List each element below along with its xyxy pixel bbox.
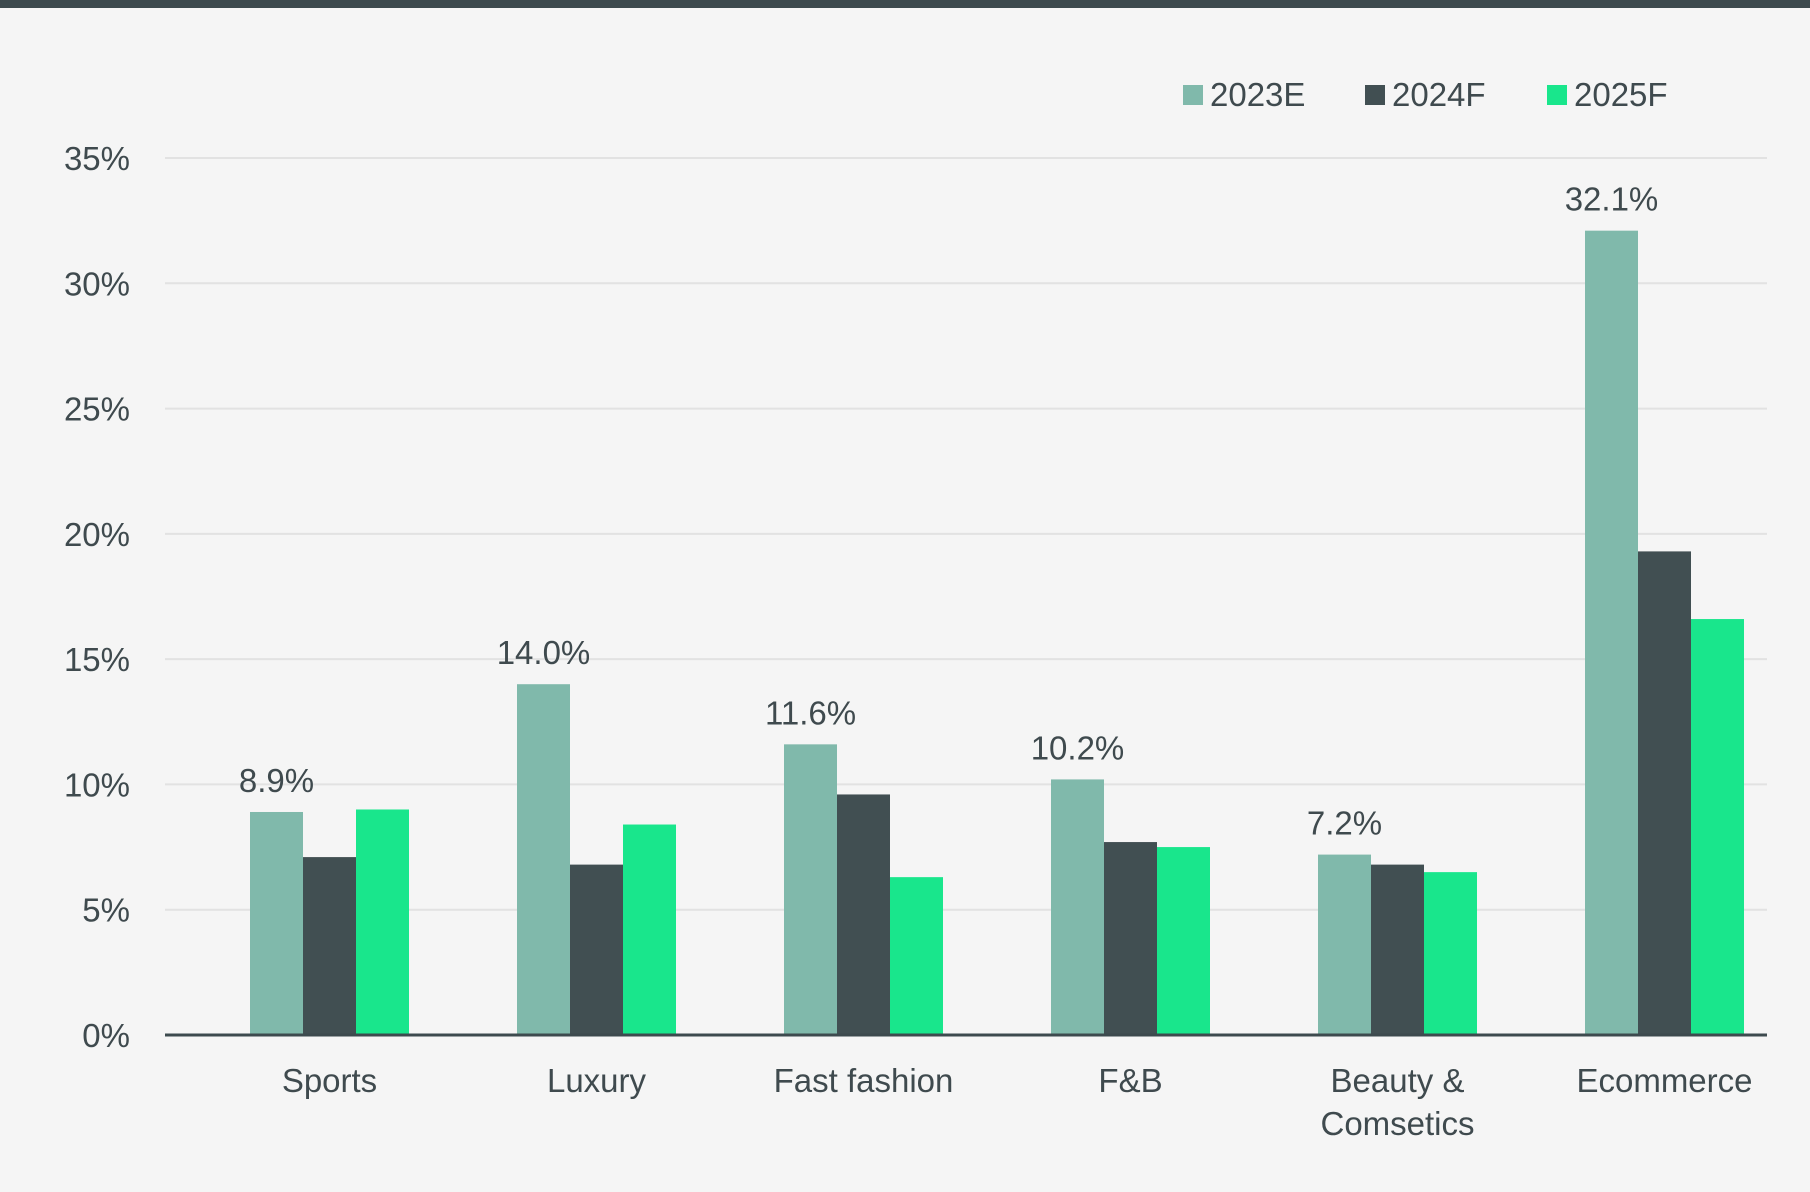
bar-2023e [517, 684, 570, 1035]
bar-2023e [1585, 230, 1638, 1035]
top-border-line [0, 0, 1810, 8]
bar-2025f [1691, 619, 1744, 1035]
data-label: 11.6% [765, 694, 856, 731]
y-tick-label: 35% [64, 140, 130, 177]
legend-item-2025f: 2025F [1547, 76, 1668, 113]
bar-2024f [1638, 551, 1691, 1035]
bar-2025f [890, 877, 943, 1035]
data-label: 32.1% [1565, 181, 1659, 218]
x-category-label: Sports [282, 1062, 377, 1099]
bar-2025f [356, 809, 409, 1035]
y-axis-ticks: 0% 5% 10% 15% 20% 25% 30% 35% [64, 140, 130, 1054]
data-labels: 8.9% 14.0% 11.6% 10.2% 7.2% 32.1% [239, 181, 1658, 842]
legend: 2023E 2024F 2025F [1183, 76, 1668, 113]
bar-2023e [1318, 854, 1371, 1035]
legend-swatch [1547, 85, 1567, 105]
y-tick-label: 5% [82, 892, 130, 929]
legend-item-2024f: 2024F [1365, 76, 1486, 113]
gridlines [165, 157, 1767, 911]
bar-2023e [250, 811, 303, 1035]
x-axis-categories: Sports Luxury Fast fashion F&B Beauty & Comse… [282, 1062, 1753, 1142]
data-label: 14.0% [497, 634, 591, 671]
bar-2024f [1104, 842, 1157, 1035]
data-label: 10.2% [1031, 729, 1125, 766]
data-label: 8.9% [239, 762, 314, 799]
bar-2025f [1424, 872, 1477, 1035]
legend-label: 2024F [1392, 76, 1486, 113]
y-tick-label: 10% [64, 766, 130, 803]
x-category-label: F&B [1098, 1062, 1162, 1099]
bar-2023e [784, 744, 837, 1035]
bar-2024f [570, 864, 623, 1035]
bar-2024f [837, 794, 890, 1035]
legend-swatch [1183, 85, 1203, 105]
x-category-label: Fast fashion [774, 1062, 954, 1099]
bar-2024f [303, 857, 356, 1035]
legend-label: 2023E [1210, 76, 1305, 113]
bar-2025f [623, 824, 676, 1035]
bar-2025f [1157, 847, 1210, 1035]
data-label: 7.2% [1307, 805, 1382, 842]
bar-2024f [1371, 864, 1424, 1035]
x-category-label: Luxury [547, 1062, 647, 1099]
x-category-label: Ecommerce [1576, 1062, 1752, 1099]
legend-item-2023e: 2023E [1183, 76, 1305, 113]
x-category-label: Beauty & Comsetics [1320, 1062, 1474, 1142]
bars [250, 230, 1744, 1035]
y-tick-label: 20% [64, 516, 130, 553]
bar-2023e [1051, 779, 1104, 1035]
y-tick-label: 30% [64, 265, 130, 302]
y-tick-label: 0% [82, 1017, 130, 1054]
legend-swatch [1365, 85, 1385, 105]
y-tick-label: 25% [64, 391, 130, 428]
y-tick-label: 15% [64, 641, 130, 678]
legend-label: 2025F [1574, 76, 1668, 113]
